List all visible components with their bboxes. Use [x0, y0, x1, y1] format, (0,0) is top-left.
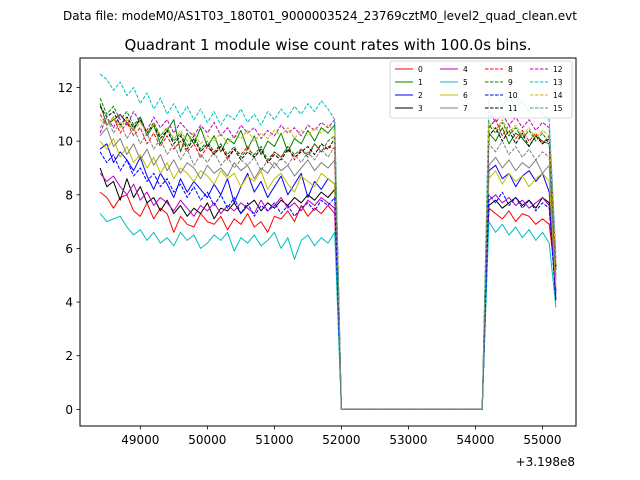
legend-label-module-6: 6	[463, 91, 468, 100]
legend-label-module-1: 1	[418, 78, 423, 87]
x-tick-label: 54000	[456, 433, 494, 447]
y-tick-label: 4	[65, 296, 73, 310]
series-line-module-3	[99, 167, 557, 410]
series-line-module-4	[99, 172, 557, 410]
legend-box	[389, 60, 573, 119]
y-tick-label: 6	[65, 242, 73, 256]
series-line-module-0	[99, 191, 557, 410]
suptitle: Data file: modeM0/AS1T03_180T01_90000035…	[63, 9, 577, 23]
series-layer	[99, 73, 557, 410]
legend-label-module-15: 15	[553, 104, 563, 113]
x-offset-label: +3.198e8	[516, 455, 575, 469]
legend-label-module-9: 9	[508, 78, 513, 87]
legend-label-module-12: 12	[553, 65, 563, 74]
y-tick-label: 8	[65, 188, 73, 202]
legend-label-module-7: 7	[463, 104, 468, 113]
x-tick-label: 55000	[523, 433, 561, 447]
legend-label-module-8: 8	[508, 65, 513, 74]
x-tick-label: 51000	[255, 433, 293, 447]
series-line-module-2	[99, 143, 557, 410]
series-line-module-10	[99, 151, 557, 410]
series-line-module-6	[99, 138, 557, 410]
y-tick-label: 10	[58, 135, 73, 149]
x-tick-label: 53000	[389, 433, 427, 447]
series-line-module-1	[99, 103, 557, 410]
legend-label-module-11: 11	[508, 104, 518, 113]
x-tick-label: 49000	[121, 433, 159, 447]
series-line-module-14	[99, 116, 557, 410]
plot-frame	[79, 57, 577, 427]
x-axis: 49000 50000 51000 52000 53000 54000 55000	[121, 426, 562, 447]
legend-label-module-10: 10	[508, 91, 518, 100]
x-tick-label: 52000	[322, 433, 360, 447]
y-tick-label: 2	[65, 349, 73, 363]
chart-title: Quadrant 1 module wise count rates with …	[124, 36, 531, 54]
x-tick-label: 50000	[188, 433, 226, 447]
series-line-module-15	[99, 116, 557, 410]
y-axis: 0 2 4 6 8 10 12	[58, 81, 80, 417]
series-line-module-7	[99, 127, 557, 410]
legend-label-module-4: 4	[463, 65, 468, 74]
legend-label-module-2: 2	[418, 91, 423, 100]
series-line-module-9	[99, 98, 557, 410]
legend-label-module-5: 5	[463, 78, 468, 87]
legend-label-module-13: 13	[553, 78, 563, 87]
legend-label-module-14: 14	[553, 91, 563, 100]
y-tick-label: 12	[58, 81, 73, 95]
y-tick-label: 0	[65, 403, 73, 417]
legend-label-module-0: 0	[418, 65, 423, 74]
legend-label-module-3: 3	[418, 104, 423, 113]
series-line-module-5	[99, 213, 557, 410]
